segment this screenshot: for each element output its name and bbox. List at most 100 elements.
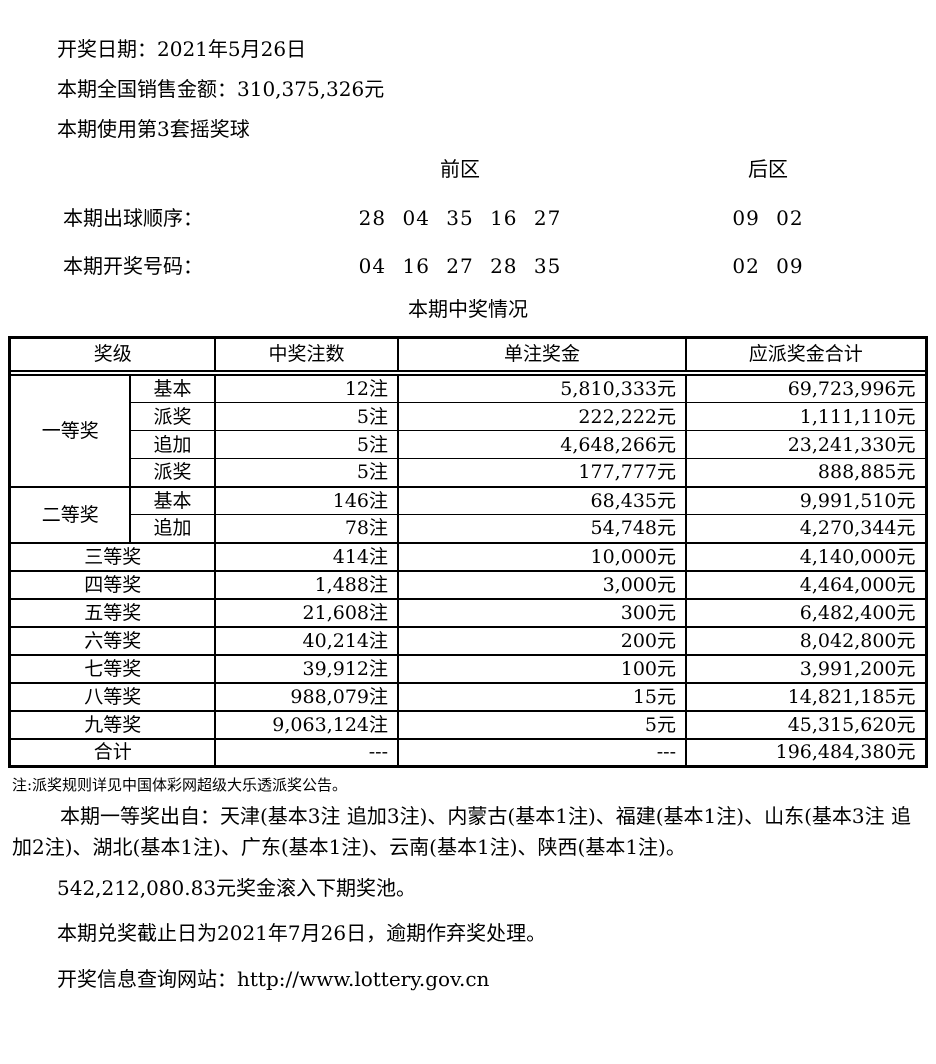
lottery-site-link[interactable]: http://www.lottery.gov.cn — [237, 967, 490, 991]
draw-order-label: 本期出球顺序： — [63, 206, 203, 230]
table-row: 派奖 5注 222,222元 1,111,110元 — [10, 402, 927, 431]
prize-subtype-cell: 基本 — [128, 485, 217, 515]
front-zone-label: 前区 — [440, 157, 480, 181]
count-cell: 78注 — [214, 514, 399, 544]
prize-subtype-cell: 派奖 — [128, 402, 217, 431]
prize-subtype-cell: 追加 — [128, 430, 217, 459]
rollover-line: 542,212,080.83元奖金滚入下期奖池。 — [57, 876, 417, 900]
prize-level-cell: 六等奖 — [8, 625, 217, 656]
back-zone-label: 后区 — [748, 157, 788, 181]
header-winning-counts: 中奖注数 — [214, 336, 399, 372]
prize-cell: 222,222元 — [397, 402, 687, 431]
total-cell: 4,140,000元 — [685, 541, 927, 572]
table-row: 一等奖 基本 12注 5,810,333元 69,723,996元 — [8, 373, 927, 487]
total-cell: 45,315,620元 — [685, 709, 927, 740]
prize-level-cell: 四等奖 — [8, 569, 217, 600]
total-cell: 23,241,330元 — [685, 430, 927, 459]
draw-order-back-numbers: 09 02 — [732, 206, 804, 230]
table-row: 七等奖 39,912注 100元 3,991,200元 — [8, 653, 927, 684]
count-cell: 5注 — [214, 458, 399, 488]
count-cell: 1,488注 — [214, 569, 399, 600]
prize-cell: 300元 — [397, 597, 687, 628]
payout-rules-footnote: 注:派奖规则详见中国体彩网超级大乐透派奖公告。 — [12, 776, 348, 794]
prize-level-cell: 九等奖 — [8, 709, 217, 740]
count-cell: 5注 — [214, 402, 399, 431]
count-cell: 9,063,124注 — [214, 709, 399, 740]
table-row: 派奖 5注 177,777元 888,885元 — [10, 458, 927, 488]
prize-level-cell: 三等奖 — [8, 541, 217, 572]
table-row: 三等奖 414注 10,000元 4,140,000元 — [8, 541, 927, 572]
prize-cell: 68,435元 — [397, 485, 687, 515]
table-row: 四等奖 1,488注 3,000元 4,464,000元 — [8, 569, 927, 600]
total-cell: 9,991,510元 — [685, 485, 927, 515]
redeem-deadline-line: 本期兑奖截止日为2021年7月26日，逾期作弃奖处理。 — [57, 921, 547, 945]
draw-date-line: 开奖日期：2021年5月26日 — [57, 37, 307, 61]
count-cell: --- — [214, 737, 399, 768]
total-label-cell: 合计 — [8, 737, 217, 768]
count-cell: 21,608注 — [214, 597, 399, 628]
sales-amount-line: 本期全国销售金额：310,375,326元 — [57, 77, 385, 101]
prize-level-cell: 五等奖 — [8, 597, 217, 628]
total-cell: 69,723,996元 — [685, 373, 927, 403]
ball-set-line: 本期使用第3套摇奖球 — [57, 117, 250, 141]
draw-order-row: 本期出球顺序： 28 04 35 16 27 09 02 — [0, 207, 936, 230]
prize-cell: 5元 — [397, 709, 687, 740]
draw-order-front-numbers: 28 04 35 16 27 — [358, 206, 562, 230]
prize-cell: 3,000元 — [397, 569, 687, 600]
total-cell: 4,464,000元 — [685, 569, 927, 600]
total-cell: 3,991,200元 — [685, 653, 927, 684]
prize-subtype-cell: 派奖 — [128, 458, 217, 488]
prize-cell: 200元 — [397, 625, 687, 656]
count-cell: 40,214注 — [214, 625, 399, 656]
prize-subtype-cell: 追加 — [128, 514, 217, 544]
total-cell: 888,885元 — [685, 458, 927, 488]
query-site-label: 开奖信息查询网站： — [57, 967, 237, 991]
table-row: 二等奖 基本 146注 68,435元 9,991,510元 — [8, 485, 927, 543]
prize-cell: 5,810,333元 — [397, 373, 687, 403]
zone-header-spacer — [0, 158, 320, 181]
header-total-prize: 应派奖金合计 — [685, 336, 927, 372]
header-divider-gap — [9, 369, 926, 376]
total-cell: 196,484,380元 — [685, 737, 927, 768]
prize-cell: 10,000元 — [397, 541, 687, 572]
table-row: 追加 78注 54,748元 4,270,344元 — [10, 514, 927, 544]
table-row: 六等奖 40,214注 200元 8,042,800元 — [8, 625, 927, 656]
winning-numbers-row: 本期开奖号码： 04 16 27 28 35 02 09 — [0, 255, 936, 278]
prize-cell: 54,748元 — [397, 514, 687, 544]
prize-level-cell: 七等奖 — [8, 653, 217, 684]
count-cell: 5注 — [214, 430, 399, 459]
count-cell: 12注 — [214, 373, 399, 403]
prize-cell: --- — [397, 737, 687, 768]
table-row: 九等奖 9,063,124注 5元 45,315,620元 — [8, 709, 927, 740]
prize-table-title: 本期中奖情况 — [408, 297, 528, 321]
total-cell: 14,821,185元 — [685, 681, 927, 712]
table-row: 八等奖 988,079注 15元 14,821,185元 — [8, 681, 927, 712]
winning-numbers-label: 本期开奖号码： — [63, 254, 203, 278]
winning-numbers-back: 02 09 — [732, 254, 804, 278]
total-cell: 4,270,344元 — [685, 514, 927, 544]
total-cell: 1,111,110元 — [685, 402, 927, 431]
table-row: 追加 5注 4,648,266元 23,241,330元 — [10, 430, 927, 459]
prize-level-cell: 一等奖 — [8, 373, 131, 487]
table-header-row: 奖级 中奖注数 单注奖金 应派奖金合计 — [8, 336, 927, 372]
total-cell: 6,482,400元 — [685, 597, 927, 628]
prize-subtype-cell: 基本 — [128, 373, 217, 403]
first-prize-origin-paragraph: 本期一等奖出自：天津(基本3注 追加3注)、内蒙古(基本1注)、福建(基本1注)… — [12, 804, 911, 859]
prize-cell: 100元 — [397, 653, 687, 684]
header-single-prize: 单注奖金 — [397, 336, 687, 372]
lottery-results-document: 开奖日期：2021年5月26日 本期全国销售金额：310,375,326元 本期… — [0, 37, 936, 991]
total-cell: 8,042,800元 — [685, 625, 927, 656]
table-row: 五等奖 21,608注 300元 6,482,400元 — [8, 597, 927, 628]
prize-cell: 177,777元 — [397, 458, 687, 488]
zone-header-row: 前区 后区 — [0, 158, 936, 181]
header-prize-level: 奖级 — [8, 336, 217, 372]
winning-numbers-front: 04 16 27 28 35 — [358, 254, 562, 278]
count-cell: 146注 — [214, 485, 399, 515]
count-cell: 414注 — [214, 541, 399, 572]
count-cell: 988,079注 — [214, 681, 399, 712]
query-site-line: 开奖信息查询网站：http://www.lottery.gov.cn — [57, 968, 936, 991]
table-total-row: 合计 --- --- 196,484,380元 — [8, 737, 927, 768]
prize-cell: 4,648,266元 — [397, 430, 687, 459]
prize-cell: 15元 — [397, 681, 687, 712]
count-cell: 39,912注 — [214, 653, 399, 684]
